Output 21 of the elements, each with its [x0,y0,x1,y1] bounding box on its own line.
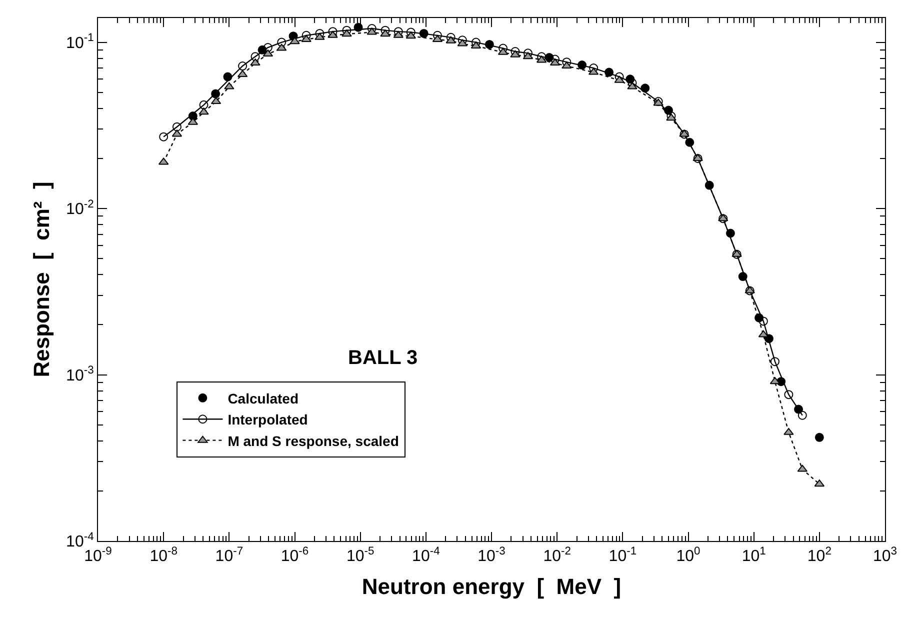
x-tick-label: 10$^{-4}$ [412,545,440,566]
x-tick-label: 10$^{0}$ [676,545,700,566]
y-tick-label: 10$^{-1}$ [66,32,94,52]
x-tick-label: 10$^{-5}$ [346,545,374,566]
legend-label: Calculated [228,390,299,406]
legend-label: M and S response, scaled [228,432,399,449]
y-axis-title: Response [ cm² ] [28,182,54,378]
x-tick-label: 10$^{2}$ [807,545,832,566]
x-tick-label: 10$^{-8}$ [150,545,178,566]
x-tick-label: 10$^{-3}$ [478,545,506,566]
legend-label: Interpolated [228,412,308,428]
x-axis-title: Neutron energy [ MeV ] [362,574,622,600]
x-tick-label: 10$^{-6}$ [280,545,309,566]
y-tick-label: 10$^{-3}$ [66,364,94,384]
x-tick-label: 10$^{-7}$ [215,545,244,566]
x-tick-label: 10$^{-2}$ [543,545,571,566]
annotation: BALL 3 [348,347,418,369]
x-tick-label: 10$^{-1}$ [608,545,637,566]
x-tick-label: 10$^{3}$ [872,545,898,566]
x-tick-label: 10$^{1}$ [742,545,766,566]
y-tick-label: 10$^{-2}$ [66,198,94,218]
